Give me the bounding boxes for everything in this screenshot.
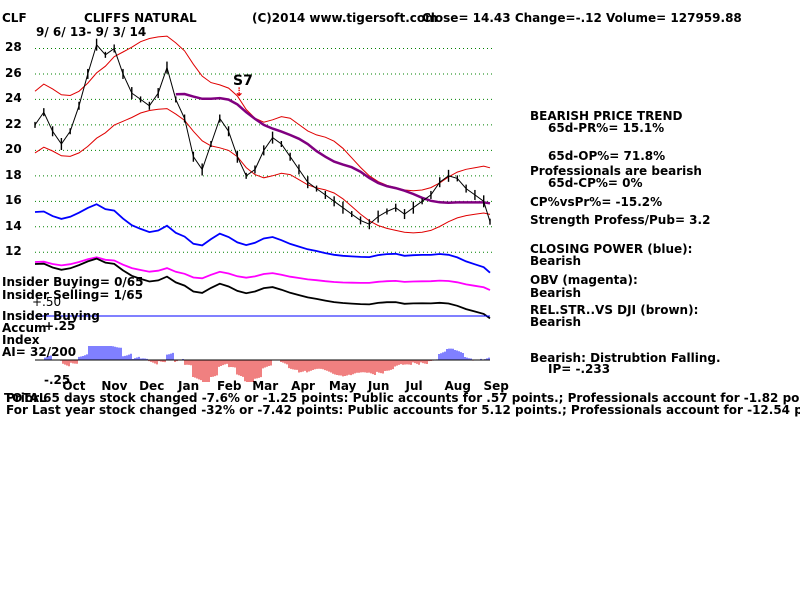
y-tick-label: 20 (5, 142, 22, 157)
op-label: 65d-OP%= 71.8% (548, 149, 666, 163)
obv-value: Bearish (530, 286, 582, 300)
y-tick-label: 22 (5, 116, 22, 131)
date-range-label: 9/ 6/ 13- 9/ 3/ 14 (36, 25, 147, 39)
x-tick-label: Mar (252, 379, 279, 393)
upper-band (34, 35, 491, 192)
y-tick-label: 24 (5, 91, 22, 106)
obv-line (34, 256, 491, 291)
x-tick-label: Sep (483, 379, 509, 393)
relstr-line (34, 257, 491, 320)
cp-label: 65d-CP%= 0% (548, 176, 643, 190)
closing-power-title: CLOSING POWER (blue): (530, 242, 693, 256)
x-tick-label: Jul (405, 379, 423, 393)
chart-title: CLIFFS NATURAL (84, 11, 197, 25)
copyright-label: (C)2014 www.tigersoft.com (252, 11, 438, 25)
professionals-label: Professionals are bearish (530, 164, 702, 178)
y-tick-label: 18 (5, 167, 22, 182)
relstr-title: REL.STR..VS DJI (brown): (530, 303, 699, 317)
ticker-label: CLF (2, 11, 27, 25)
y-tick-label: 16 (5, 193, 22, 208)
insider-buying-label: Insider Buying (2, 309, 100, 323)
y-tick-label: 14 (5, 218, 22, 233)
insider-buying-count: Insider Buying= 0/65 (2, 275, 144, 289)
x-tick-label: Apr (291, 379, 315, 393)
x-tick-label: Feb (217, 379, 242, 393)
y-tick-label: 28 (5, 40, 22, 55)
lower-band (34, 108, 491, 234)
distribution-label: Bearish: Distrubtion Falling. (530, 351, 721, 365)
closing-power-value: Bearish (530, 254, 582, 268)
footer-overlap-label: TOTAL (4, 391, 47, 405)
accum-label: Accum (2, 321, 47, 335)
trend-title: BEARISH PRICE TREND (530, 109, 683, 123)
x-tick-label: Jan (178, 379, 200, 393)
price-bars-layer (34, 38, 491, 230)
cpvspr-label: CP%vsPr%= -15.2% (530, 195, 663, 209)
s7-signal-label: S7 (233, 73, 253, 89)
ai-label: AI= 32/200 (2, 345, 77, 359)
pr-label: 65d-PR%= 15.1% (548, 121, 665, 135)
accum-plus25-tick: +.25 (44, 319, 76, 333)
x-tick-label: Oct (62, 379, 86, 393)
x-tick-label: Jun (367, 379, 390, 393)
y-tick-label: 26 (5, 65, 22, 80)
accum-minus25-tick: -.25 (44, 373, 71, 387)
accum-histogram-layer (35, 346, 490, 382)
ip-label: IP= -.233 (548, 362, 611, 376)
closing-power-line (34, 203, 491, 274)
bands-layer (34, 35, 491, 234)
x-tick-label: May (328, 379, 357, 393)
quote-summary: Close= 14.43 Change=-.12 Volume= 127959.… (422, 11, 742, 25)
footer-line-last-year: For Last year stock changed -32% or -7.4… (6, 403, 800, 417)
insider-selling-count: Insider Selling= 1/65 (2, 288, 144, 302)
x-tick-label: Aug (444, 379, 471, 393)
sell-arrow-icon: ⇣ (234, 85, 245, 99)
indicators-layer (34, 203, 491, 320)
moving-average-line (175, 92, 491, 205)
y-tick-label: 12 (5, 244, 22, 259)
footer-line-65-days: Prior 65 days stock changed -7.6% or -1.… (6, 391, 800, 405)
strength-label: Strength Profess/Pub= 3.2 (530, 213, 711, 227)
index-label: Index (2, 333, 40, 347)
relstr-value: Bearish (530, 315, 582, 329)
obv-title: OBV (magenta): (530, 273, 638, 287)
accum-plus50-tick: +.50 (32, 295, 62, 309)
x-tick-label: Dec (139, 379, 165, 393)
x-tick-label: Nov (101, 379, 128, 393)
